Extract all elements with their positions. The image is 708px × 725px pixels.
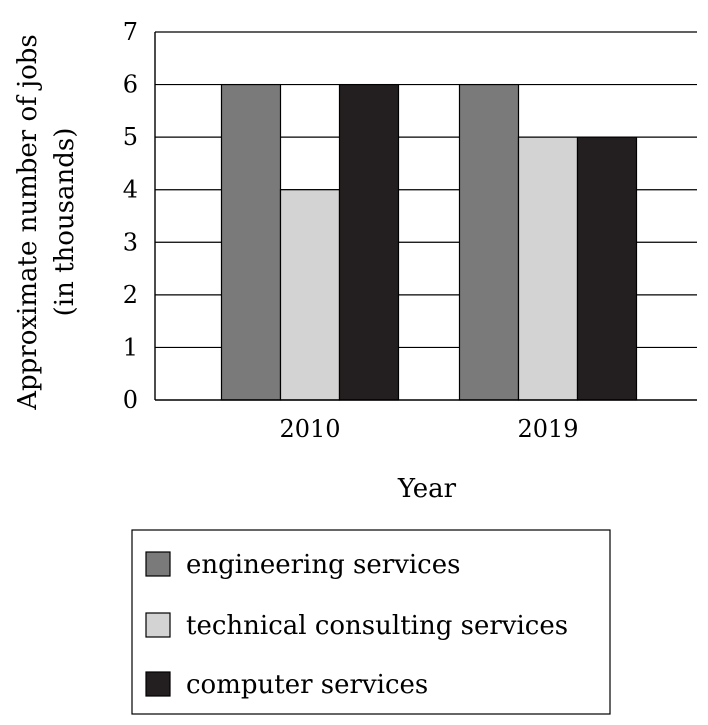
legend-label: technical consulting services	[186, 611, 568, 641]
legend-swatch	[145, 612, 171, 638]
axes	[154, 32, 697, 401]
bar-technical-consulting-services-2010	[279, 189, 341, 401]
y-tick-label: 1	[123, 333, 138, 361]
legend-swatch	[145, 551, 171, 577]
legend-label: engineering services	[186, 550, 460, 580]
legend-box	[131, 529, 611, 715]
legend: engineering services technical consulting…	[131, 529, 611, 715]
bar-computer-services-2010	[338, 83, 400, 401]
bar-computer-services-2019	[576, 136, 638, 401]
bar-technical-consulting-services-2019	[517, 136, 579, 401]
x-tick-label: 2019	[517, 415, 578, 443]
y-tick-label: 6	[123, 71, 138, 99]
y-tick-labels: 0 1 2 3 4 5 6 7	[123, 18, 138, 414]
y-tick-label: 4	[123, 176, 138, 204]
bar-engineering-services-2019	[458, 83, 520, 401]
y-tick-label: 3	[123, 228, 138, 256]
y-tick-label: 2	[123, 281, 138, 309]
legend-label: computer services	[186, 670, 428, 700]
x-tick-labels: 2010 2019	[279, 415, 578, 443]
legend-swatch	[145, 671, 171, 697]
y-axis-title-line-2: (in thousands)	[50, 128, 80, 317]
y-axis-title-line-1: Approximate number of jobs	[13, 34, 43, 411]
y-tick-label: 7	[123, 18, 138, 46]
bar-engineering-services-2010	[220, 83, 282, 401]
y-tick-label: 5	[123, 123, 138, 151]
x-axis-title: Year	[397, 474, 457, 504]
bars	[220, 83, 638, 401]
x-tick-label: 2010	[279, 415, 340, 443]
y-tick-label: 0	[123, 386, 138, 414]
